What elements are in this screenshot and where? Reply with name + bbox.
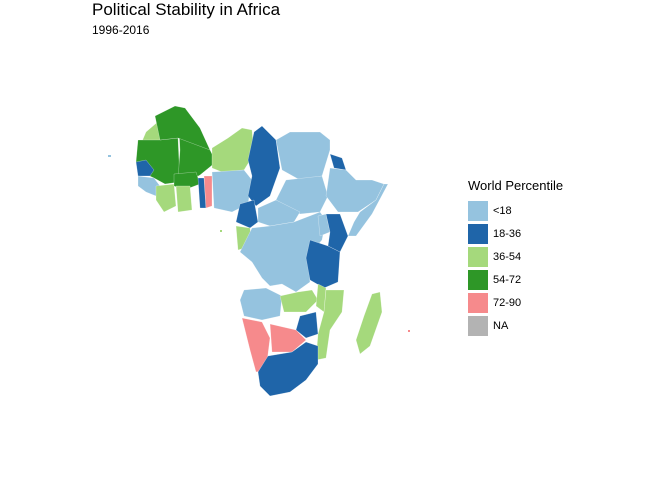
legend-label: 54-72 [493, 273, 522, 286]
region-zambia [279, 289, 319, 313]
region-sao-tome [220, 230, 222, 232]
legend-swatch [468, 269, 488, 290]
region-algeria [154, 105, 211, 151]
legend-item: 18-36 [468, 222, 563, 245]
region-cote-divoire [155, 183, 177, 213]
legend-item: 54-72 [468, 268, 563, 291]
region-botswana [269, 323, 307, 353]
legend-swatch [468, 200, 488, 221]
region-benin [203, 175, 213, 209]
legend-label: 72-90 [493, 296, 522, 309]
legend-item: 36-54 [468, 245, 563, 268]
region-mozambique [315, 289, 345, 361]
region-senegal [135, 159, 155, 177]
region-ghana [175, 185, 193, 213]
region-madagascar [355, 291, 383, 355]
map-title: Political Stability in Africa [92, 0, 281, 19]
region-libya [275, 131, 331, 181]
region-niger [211, 127, 255, 173]
region-burkina [173, 171, 201, 191]
region-comoros [408, 330, 410, 332]
region-angola [239, 287, 283, 321]
legend-swatch [468, 223, 488, 244]
legend: World Percentile <18 18-36 36-54 54-72 7… [468, 178, 563, 337]
legend-label: 18-36 [493, 227, 522, 240]
region-south-africa [257, 341, 319, 397]
legend-label: 36-54 [493, 250, 522, 263]
legend-swatch [468, 246, 488, 267]
region-tanzania [305, 239, 341, 289]
legend-title: World Percentile [468, 178, 564, 193]
legend-item: NA [468, 314, 563, 337]
map-subtitle: 1996-2016 [92, 23, 150, 37]
region-cape-verde [108, 155, 111, 157]
region-kenya [325, 213, 349, 253]
region-drc [239, 211, 327, 293]
legend-label: <18 [493, 204, 512, 217]
legend-swatch [468, 315, 488, 336]
legend-swatch [468, 292, 488, 313]
region-somalia [347, 183, 389, 237]
region-zimbabwe [295, 311, 319, 339]
legend-label: NA [493, 319, 509, 332]
region-chad [247, 125, 281, 207]
region-eritrea [329, 153, 347, 171]
legend-item: <18 [468, 199, 563, 222]
region-cameroon [235, 199, 259, 229]
legend-item: 72-90 [468, 291, 563, 314]
